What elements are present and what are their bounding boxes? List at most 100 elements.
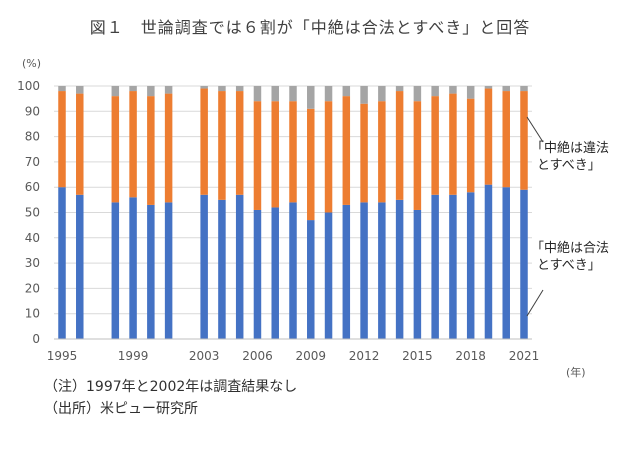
bar-segment <box>413 209 422 339</box>
y-tick-label: 30 <box>25 256 40 270</box>
bar-segment <box>378 101 386 203</box>
y-tick-label: 100 <box>17 79 40 93</box>
annotation-text: 「中絶は違法 <box>531 140 609 156</box>
bar-segment <box>360 103 368 203</box>
bar-segment <box>395 86 404 92</box>
bar-segment <box>235 194 244 339</box>
bar-segment <box>484 86 493 89</box>
bar-segment <box>342 86 351 97</box>
bar-segment <box>395 91 404 200</box>
annotation-text: とすべき」 <box>537 158 601 173</box>
bar-segment <box>360 86 368 104</box>
bar-segment <box>271 86 279 102</box>
bar-segment <box>218 199 226 339</box>
x-tick-label: 2018 <box>455 349 486 363</box>
source-line: （出所）米ピュー研究所 <box>44 401 198 417</box>
bar-segment <box>324 101 333 213</box>
bar-segment <box>342 204 351 339</box>
bar-segment <box>307 86 315 109</box>
bar-segment <box>502 86 510 92</box>
bar-segment <box>200 86 208 89</box>
bar-segment <box>449 93 457 195</box>
bar-segment <box>253 101 262 210</box>
annotation-text: とすべき」 <box>537 258 601 273</box>
y-tick-label: 80 <box>25 130 40 144</box>
bar-segment <box>235 91 244 195</box>
bar-segment <box>449 86 457 94</box>
bar-segment <box>413 101 422 210</box>
bars <box>58 86 528 339</box>
bar-segment <box>289 86 297 102</box>
bar-segment <box>289 101 297 203</box>
annotation-leader-line <box>526 289 544 317</box>
bar-segment <box>324 212 333 339</box>
bar-segment <box>218 91 226 200</box>
y-tick-label: 0 <box>32 332 40 346</box>
bar-segment <box>378 86 386 102</box>
x-tick-label: 2015 <box>402 349 433 363</box>
bar-segment <box>324 86 333 102</box>
bar-segment <box>484 184 493 339</box>
bar-segment <box>431 96 439 195</box>
bar-segment <box>111 96 120 203</box>
annotation-leader-line <box>526 116 544 143</box>
x-tick-label: 1999 <box>118 349 149 363</box>
bar-segment <box>413 86 422 102</box>
bar-segment <box>466 192 475 339</box>
bar-segment <box>200 194 208 339</box>
y-tick-label: 20 <box>25 281 40 295</box>
bar-segment <box>147 204 155 339</box>
bar-segment <box>164 202 173 339</box>
bar-segment <box>58 187 66 339</box>
bar-segment <box>502 91 510 188</box>
bar-segment <box>466 98 475 193</box>
bar-segment <box>307 108 315 221</box>
bar-segment <box>271 101 279 208</box>
x-tick-label: 2021 <box>509 349 540 363</box>
bar-segment <box>520 86 528 92</box>
x-tick-label: 1995 <box>47 349 78 363</box>
y-unit-label: (%) <box>22 57 41 70</box>
bar-segment <box>111 86 120 97</box>
chart-title: 図１ 世論調査では６割が「中絶は合法とすべき」と回答 <box>89 18 531 37</box>
x-tick-label: 2009 <box>295 349 326 363</box>
bar-segment <box>360 202 368 339</box>
bar-segment <box>520 189 528 339</box>
bar-segment <box>164 93 173 203</box>
bar-segment <box>253 209 262 339</box>
bar-segment <box>520 91 528 190</box>
y-tick-label: 90 <box>25 104 40 118</box>
y-tick-label: 60 <box>25 180 40 194</box>
bar-segment <box>218 86 226 92</box>
bar-segment <box>147 96 155 205</box>
bar-segment <box>76 194 84 339</box>
annotation-text: 「中絶は合法 <box>531 240 609 256</box>
bar-segment <box>253 86 262 102</box>
bar-segment <box>58 91 66 188</box>
bar-segment <box>378 202 386 339</box>
bar-segment <box>395 199 404 339</box>
bar-segment <box>271 207 279 339</box>
bar-segment <box>431 194 439 339</box>
axes: 0 10 20 30 40 50 60 70 80 90 100 (%) 1995 1999 2003 200… <box>17 57 586 379</box>
bar-segment <box>449 194 457 339</box>
bar-segment <box>111 202 120 339</box>
bar-segment <box>58 86 66 92</box>
x-tick-label: 2003 <box>189 349 220 363</box>
bar-segment <box>129 91 137 198</box>
y-tick-label: 50 <box>25 206 40 220</box>
bar-segment <box>342 96 351 205</box>
bar-segment <box>235 86 244 92</box>
bar-segment <box>76 86 84 94</box>
bar-segment <box>147 86 155 97</box>
bar-segment <box>76 93 84 195</box>
bar-segment <box>431 86 439 97</box>
bar-segment <box>289 202 297 339</box>
y-tick-label: 10 <box>25 307 40 321</box>
x-tick-label: 2006 <box>242 349 273 363</box>
bar-segment <box>484 88 493 185</box>
y-tick-label: 40 <box>25 231 40 245</box>
bar-segment <box>164 86 173 94</box>
